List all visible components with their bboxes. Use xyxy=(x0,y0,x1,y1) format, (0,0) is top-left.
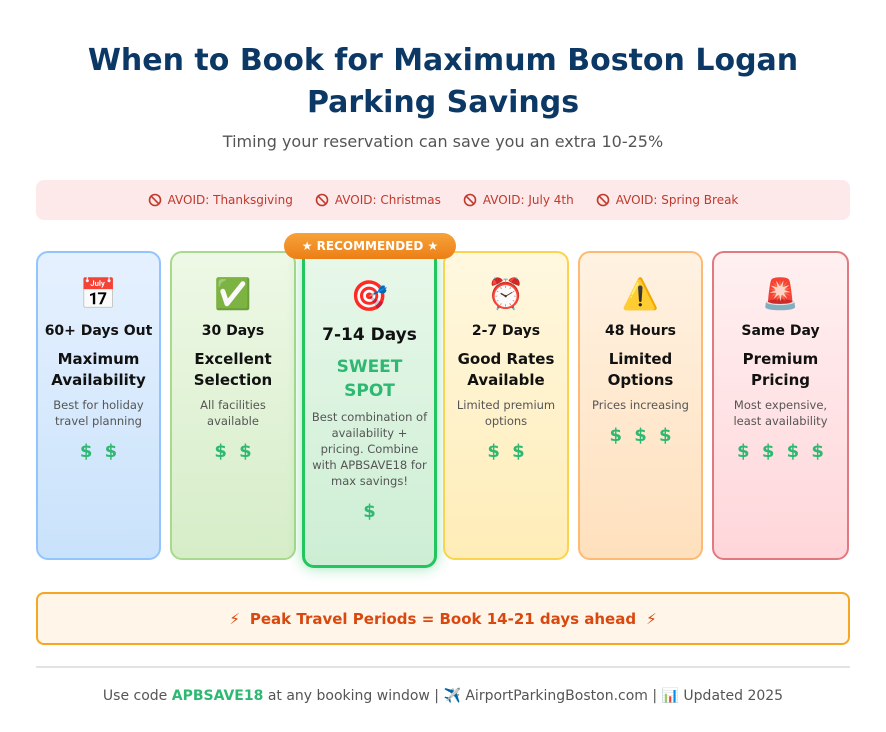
booking-card: ⏰ 2-7 Days Good Rates Available Limited pre… xyxy=(443,251,569,560)
avoid-text: AVOID: Spring Break xyxy=(615,193,739,207)
avoid-text: AVOID: July 4th xyxy=(482,193,574,207)
card-icon: 📅 xyxy=(79,277,118,312)
card-title: Maximum Availability xyxy=(51,350,146,389)
booking-card: 🚨 Same Day Premium Pricing Most expensive, … xyxy=(712,251,849,560)
card-when: 60+ Days Out xyxy=(44,323,153,339)
card-title: Excellent Selection xyxy=(193,350,273,389)
card-desc: Limited premium options xyxy=(456,398,556,428)
booking-card: ✅ 30 Days Excellent Selection All facilitie… xyxy=(170,251,296,560)
booking-card: 📅 60+ Days Out Maximum Availability Best fo… xyxy=(36,251,161,560)
no-icon xyxy=(315,193,329,207)
card-desc: Most expensive, least availability xyxy=(733,398,828,428)
icon: ⚡ xyxy=(229,609,240,628)
booking-card: ⚠️ 48 Hours Limited Options Prices increasi… xyxy=(578,251,703,560)
card-title: Limited Options xyxy=(607,350,674,389)
card-icon: ✅ xyxy=(214,277,252,312)
price-level: $ $ $ $ xyxy=(737,441,824,462)
card-icon: ⏰ xyxy=(487,277,525,312)
peak-banner: ⚡ Peak Travel Periods = Book 14-21 days … xyxy=(36,592,850,645)
footer-text: at any booking window | ✈️ AirportParkin… xyxy=(267,688,784,704)
card-when: 2-7 Days xyxy=(471,323,541,339)
price-level: $ xyxy=(363,501,376,522)
no-icon xyxy=(148,193,161,207)
card-title: Good Rates Available xyxy=(457,350,555,389)
card-when: 7-14 Days xyxy=(322,325,417,345)
card-title: SWEET SPOT xyxy=(336,357,403,401)
card-when: 30 Days xyxy=(201,323,265,339)
price-level: $ $ xyxy=(487,441,525,462)
card-desc: All facilities available xyxy=(200,398,266,428)
price-level: $ $ $ xyxy=(609,425,672,446)
divider xyxy=(36,666,850,668)
booking-card: 🎯 7-14 Days SWEET SPOT Best combination of … xyxy=(302,246,437,568)
avoid-text: AVOID: Christmas xyxy=(334,193,441,207)
card-desc: Best for holiday travel planning xyxy=(53,398,144,428)
avoid-text: AVOID: Thanksgiving xyxy=(167,193,293,207)
subtitle: Timing your reservation can save you an … xyxy=(222,132,664,151)
recommended-badge: ★ RECOMMENDED ★ xyxy=(284,233,456,259)
price-level: $ $ xyxy=(79,441,118,462)
avoid-item: AVOID: Christmas xyxy=(315,193,441,207)
footer: Use code APBSAVE18 at any booking window… xyxy=(0,688,886,704)
card-icon: 🚨 xyxy=(761,277,800,312)
price-level: $ $ xyxy=(214,441,252,462)
icon: ⚡ xyxy=(646,609,657,628)
avoid-item: AVOID: July 4th xyxy=(463,193,574,207)
card-title: Premium Pricing xyxy=(742,350,819,389)
card-icon: 🎯 xyxy=(350,279,389,314)
promo-code: APBSAVE18 xyxy=(171,688,264,704)
avoid-item: AVOID: Spring Break xyxy=(596,193,739,207)
card-desc: Best combination of availability + prici… xyxy=(311,410,428,488)
no-icon xyxy=(463,193,477,207)
footer-text: Use code xyxy=(102,688,168,704)
avoid-bar: AVOID: Thanksgiving AVOID: Christmas AVOID… xyxy=(36,180,850,220)
card-icon: ⚠️ xyxy=(621,277,660,312)
card-desc: Prices increasing xyxy=(592,398,689,412)
title: When to Book for Maximum Boston Logan Pa… xyxy=(87,43,799,120)
peak-text: Peak Travel Periods = Book 14-21 days ah… xyxy=(249,609,637,628)
avoid-item: AVOID: Thanksgiving xyxy=(148,193,293,207)
card-when: 48 Hours xyxy=(605,323,676,339)
card-when: Same Day xyxy=(741,323,820,339)
no-icon xyxy=(596,193,610,207)
